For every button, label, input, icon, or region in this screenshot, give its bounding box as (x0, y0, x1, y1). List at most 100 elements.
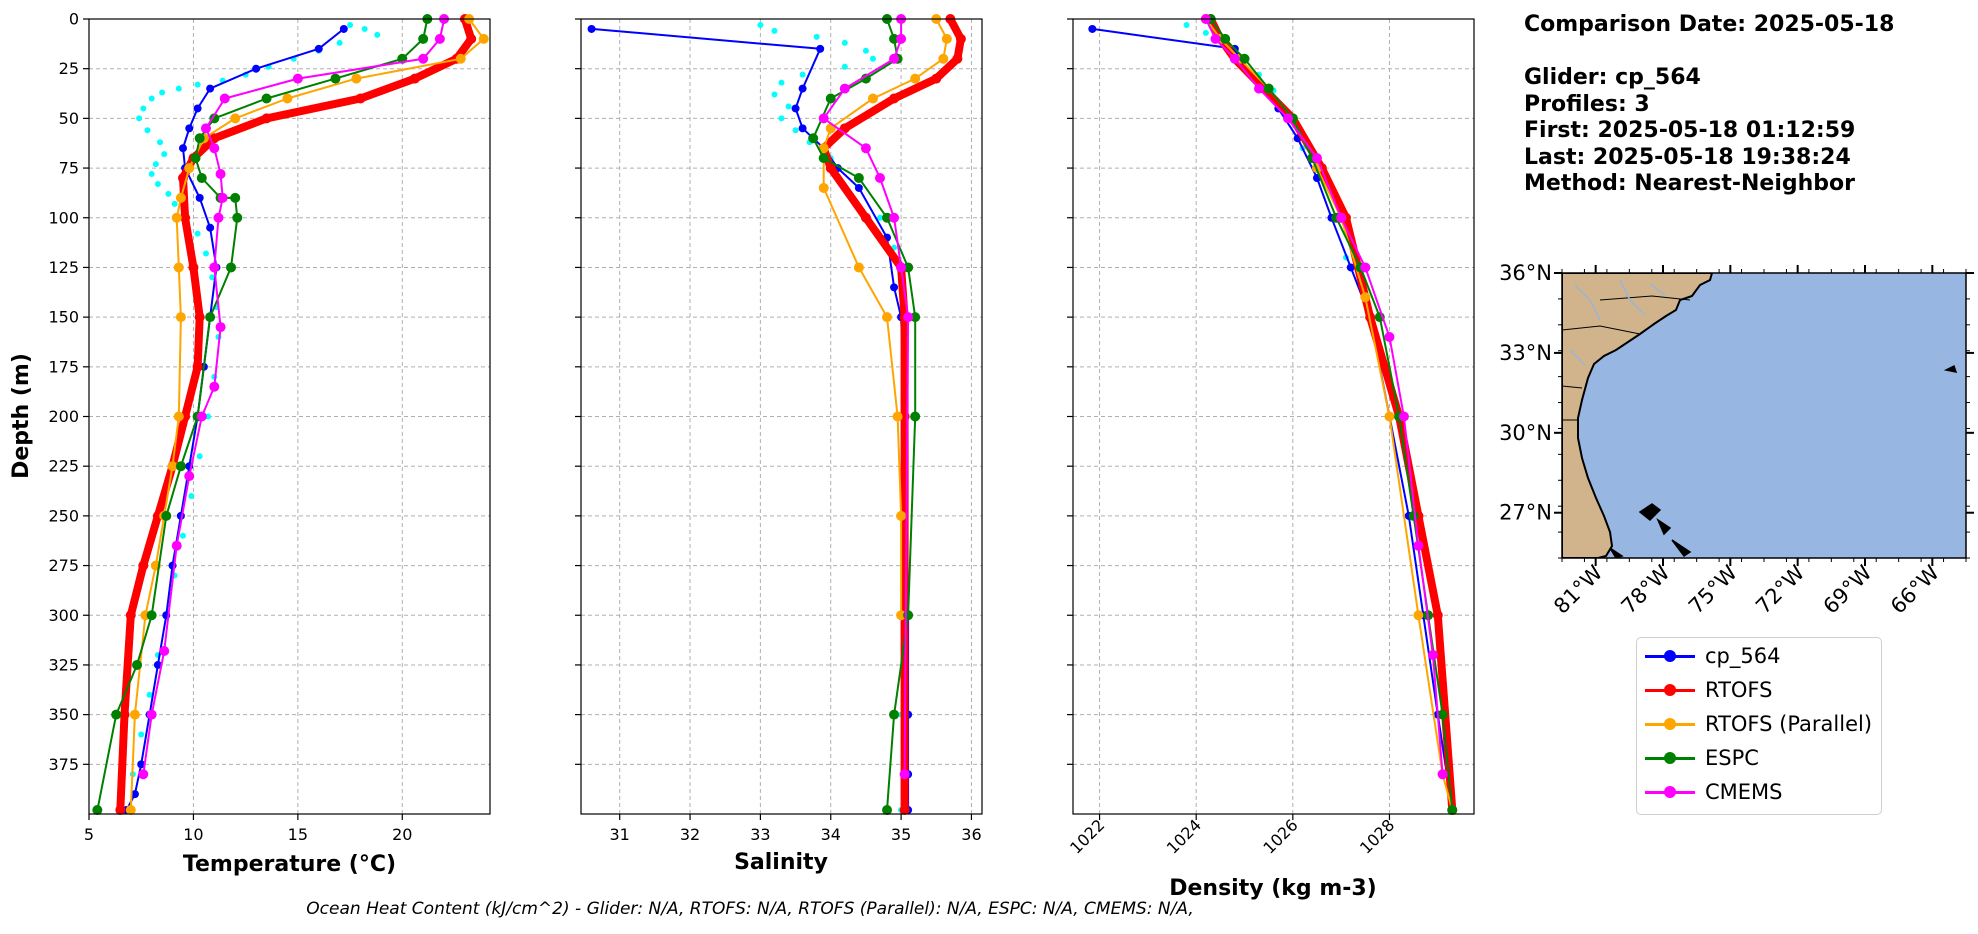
glider-point (171, 200, 178, 207)
temperature-ticks: 5 10 15 20025507510012515017520022525027530… (48, 10, 412, 845)
series-point-espc (853, 173, 864, 183)
series-point-cmems (1336, 212, 1347, 223)
legend-label: CMEMS (1705, 780, 1783, 804)
map-lat-label: 30°N (1499, 421, 1552, 445)
series-point-rtofs-parallel (818, 182, 829, 193)
series-point-rtofs-parallel (351, 73, 362, 84)
series-point-cmems (1254, 83, 1265, 94)
series-point-cmems (889, 53, 900, 64)
series-point-cmems (209, 143, 220, 154)
series-point-cmems (219, 93, 230, 104)
series-point-rtofs-parallel (455, 53, 466, 64)
series-point-espc (1437, 709, 1448, 720)
series-point-cp-564 (178, 144, 187, 153)
series-point-espc (175, 461, 186, 472)
glider-point (196, 453, 203, 460)
salinity-x-tick-label: 36 (961, 825, 981, 844)
series-point-rtofs (899, 805, 910, 816)
salinity-x-tick-label: 35 (891, 825, 911, 844)
series-point-espc (882, 212, 893, 223)
series-point-rtofs (952, 53, 963, 64)
series-point-cp-564 (587, 24, 596, 33)
density-xlabel: Density (kg m-3) (1169, 876, 1377, 901)
glider-point (374, 31, 381, 38)
series-point-espc (196, 173, 207, 183)
temperature-x-tick-label: 5 (84, 825, 94, 844)
glider-point (154, 180, 161, 187)
depth-tick-label: 25 (59, 59, 79, 78)
series-point-cmems (896, 33, 907, 44)
series-point-cmems (215, 322, 226, 333)
salinity-x-tick-label: 31 (610, 825, 630, 844)
series-point-cmems (860, 143, 871, 154)
series-point-cmems (903, 312, 914, 323)
series-point-cmems (1229, 53, 1240, 64)
series-point-cmems (896, 262, 907, 273)
series-point-cmems (209, 381, 220, 392)
series-point-espc (808, 133, 819, 144)
series-point-espc (889, 709, 900, 720)
legend-item: CMEMS (1645, 777, 1783, 807)
legend-swatch (1645, 646, 1695, 666)
series-point-rtofs (931, 73, 942, 84)
density-x-tick-label: 1024 (1163, 815, 1205, 857)
density-data (1088, 14, 1458, 816)
series-point-rtofs-parallel (282, 93, 293, 104)
series-point-cmems (1437, 769, 1448, 780)
series-point-cp-564 (1346, 263, 1355, 272)
series-point-cmems (215, 169, 226, 180)
series-point-cmems (1398, 411, 1409, 422)
series-point-espc (825, 93, 836, 104)
series-point-cmems (899, 769, 910, 780)
series-point-cp-564 (816, 44, 825, 53)
series-point-rtofs-parallel (478, 33, 489, 44)
series-point-rtofs (889, 93, 900, 104)
glider-point (869, 55, 876, 62)
legend-label: RTOFS (Parallel) (1705, 712, 1873, 736)
depth-tick-label: 0 (69, 10, 79, 29)
series-point-cmems (839, 83, 850, 94)
series-point-rtofs (409, 73, 420, 84)
series-point-rtofs-parallel (230, 113, 241, 124)
glider-point (140, 105, 147, 112)
map-lon-label: 78°W (1617, 560, 1675, 618)
depth-tick-label: 100 (48, 208, 79, 227)
series-point-cmems (1384, 332, 1395, 342)
glider-point (194, 81, 201, 88)
series-point-espc (910, 411, 921, 422)
series-point-rtofs (466, 33, 477, 44)
series-point-cmems (292, 73, 303, 84)
salinity-x-tick-label: 33 (750, 825, 770, 844)
series-point-cmems (1427, 650, 1438, 660)
series-point-cmems (1413, 540, 1424, 551)
series-point-espc (1239, 53, 1250, 64)
profile-count: Profiles: 3 (1524, 91, 1650, 117)
ocean-heat-content-caption: Ocean Heat Content (kJ/cm^2) - Glider: N… (306, 899, 1194, 919)
series-point-rtofs (192, 361, 203, 372)
glider-point (188, 493, 195, 499)
series-line-rtofs (116, 17, 476, 811)
series-point-cmems (138, 769, 149, 780)
glider-point (799, 71, 806, 78)
series-point-cmems (818, 113, 829, 124)
depth-tick-label: 250 (48, 506, 79, 525)
series-point-cmems (213, 212, 224, 223)
glider-point (778, 115, 785, 122)
series-point-espc (261, 93, 272, 104)
series-point-rtofs (138, 560, 149, 571)
first-time: First: 2025-05-18 01:12:59 (1524, 118, 1856, 143)
series-point-rtofs-parallel (125, 805, 136, 816)
density-panel: 1022 1024 1026 1028 Density (kg m-3) (1066, 14, 1475, 901)
series-point-rtofs-parallel (882, 312, 893, 323)
series-point-cp-564 (854, 183, 863, 192)
series-point-cmems (196, 411, 207, 422)
series-point-espc (205, 312, 216, 323)
glider-point (792, 127, 799, 134)
series-point-espc (910, 312, 921, 323)
series-point-cp-564 (185, 124, 194, 133)
map-rivers (1569, 279, 1666, 366)
salinity-xlabel: Salinity (734, 850, 828, 875)
series-point-cmems (1282, 113, 1293, 124)
series-point-rtofs-parallel (173, 262, 184, 273)
